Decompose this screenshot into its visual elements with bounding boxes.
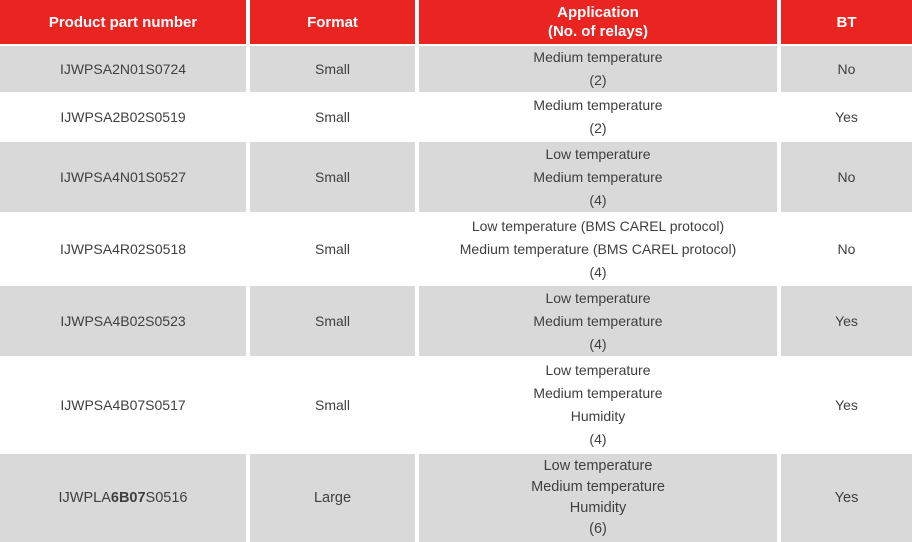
table-row: IJWPLA 6B07 S0516 Large Low temperature Me… [0, 454, 912, 542]
part-number-cell: IJWPSA4B07S0517 [0, 358, 246, 452]
part-number-cell: IJWPSA4R02S0518 [0, 214, 246, 284]
part-number-text: IJWPSA4R02S0518 [59, 240, 187, 257]
header-format: Format [250, 0, 415, 44]
part-number-suffix-text: S0516 [145, 489, 188, 506]
application-cell: Medium temperature (2) [419, 94, 777, 140]
part-number-text: IJWPLA [58, 489, 111, 506]
part-number-cell: IJWPSA4N01S0527 [0, 142, 246, 212]
part-number-text: IJWPSA4N01S0527 [59, 168, 187, 185]
part-number-cell: IJWPSA2N01S0724 [0, 46, 246, 92]
part-number-text: IJWPSA2N01S0724 [59, 60, 187, 77]
format-cell: Large [250, 454, 415, 542]
table-row: IJWPSA2B02S0519 Small Medium temperature… [0, 94, 912, 140]
part-number-bold-text: 6B07 [110, 489, 146, 506]
table-row: IJWPSA4B02S0523 Small Low temperature Me… [0, 286, 912, 356]
table-header-row: Product part number Format Application (… [0, 0, 912, 44]
table-row: IJWPSA2N01S0724 Small Medium temperature… [0, 46, 912, 92]
application-cell: Low temperature Medium temperature (4) [419, 286, 777, 356]
bt-cell: No [781, 46, 912, 92]
application-cell: Low temperature (BMS CAREL protocol) Med… [419, 214, 777, 284]
bt-cell: Yes [781, 454, 912, 542]
bt-cell: Yes [781, 358, 912, 452]
format-cell: Small [250, 142, 415, 212]
application-cell: Low temperature Medium temperature (4) [419, 142, 777, 212]
bt-cell: No [781, 214, 912, 284]
part-number-cell: IJWPSA2B02S0519 [0, 94, 246, 140]
part-number-cell: IJWPLA 6B07 S0516 [0, 454, 246, 542]
header-bt: BT [781, 0, 912, 44]
header-application: Application (No. of relays) [419, 0, 777, 44]
format-cell: Small [250, 286, 415, 356]
table-row: IJWPSA4B07S0517 Small Low temperature Me… [0, 358, 912, 452]
bt-cell: Yes [781, 94, 912, 140]
format-cell: Small [250, 46, 415, 92]
format-cell: Small [250, 214, 415, 284]
part-number-text: IJWPSA4B02S0523 [60, 312, 186, 329]
format-cell: Small [250, 94, 415, 140]
application-cell: Low temperature Medium temperature Humid… [419, 358, 777, 452]
bt-cell: No [781, 142, 912, 212]
bt-cell: Yes [781, 286, 912, 356]
part-number-text: IJWPSA4B07S0517 [60, 396, 186, 413]
part-number-cell: IJWPSA4B02S0523 [0, 286, 246, 356]
format-cell: Small [250, 358, 415, 452]
part-number-text: IJWPSA2B02S0519 [60, 108, 186, 125]
header-product-part-number: Product part number [0, 0, 246, 44]
application-cell: Low temperature Medium temperature Humid… [419, 454, 777, 542]
table-row: IJWPSA4N01S0527 Small Low temperature Me… [0, 142, 912, 212]
application-cell: Medium temperature (2) [419, 46, 777, 92]
table-row: IJWPSA4R02S0518 Small Low temperature (B… [0, 214, 912, 284]
